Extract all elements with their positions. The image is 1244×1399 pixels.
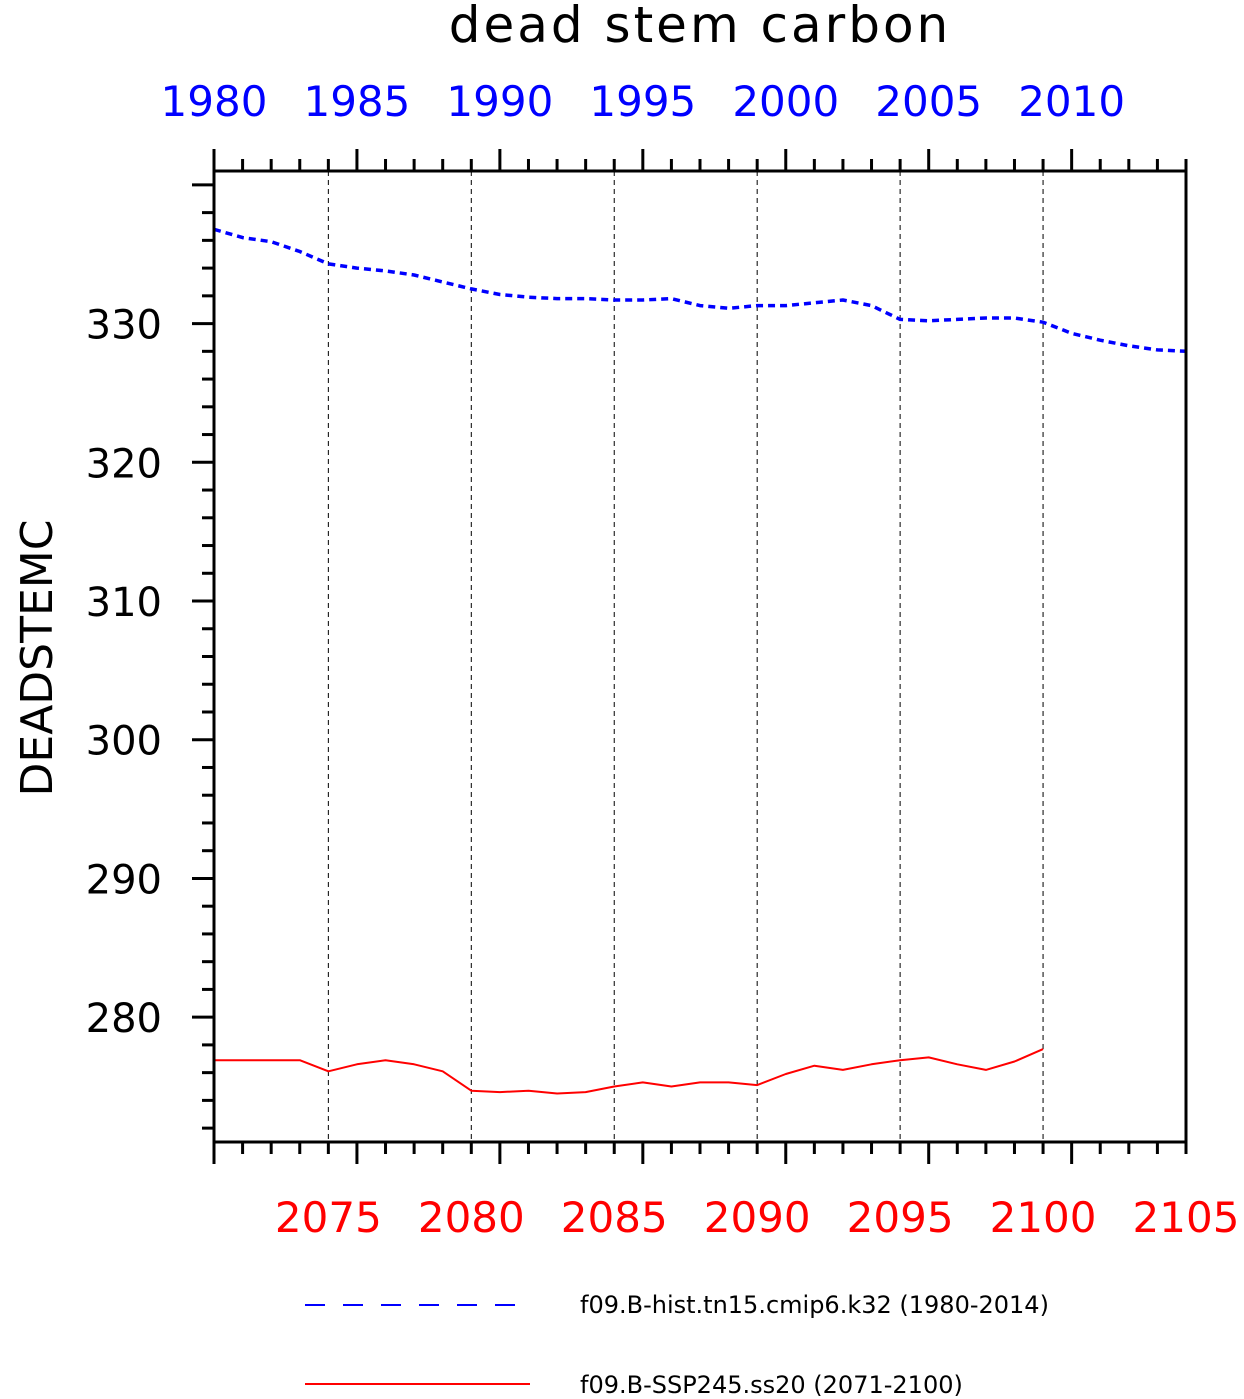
y-tick-label: 300 [86,719,162,765]
x-top-tick-label: 2005 [875,77,982,126]
y-axis-label: DEADSTEMC [12,520,63,797]
x-bottom-tick-label: 2095 [847,1193,954,1242]
x-bottom-tick-label: 2075 [275,1193,382,1242]
legend: f09.B-hist.tn15.cmip6.k32 (1980-2014) f0… [305,1291,1049,1399]
legend-label-hist: f09.B-hist.tn15.cmip6.k32 (1980-2014) [580,1291,1049,1319]
x-top-tick-label: 1985 [303,77,410,126]
y-tick-label: 330 [86,303,162,349]
x-bottom-tick-label: 2090 [704,1193,811,1242]
series-line-hist [213,227,1187,354]
x-top-tick-label: 1980 [161,77,268,126]
series-line-ssp [214,1048,1044,1095]
x-top-tick-label: 1990 [446,77,553,126]
legend-label-ssp: f09.B-SSP245.ss20 (2071-2100) [580,1371,963,1399]
x-bottom-tick-label: 2085 [561,1193,668,1242]
y-tick-label: 310 [86,580,162,626]
x-bottom-tick-label: 2105 [1133,1193,1240,1242]
y-tick-label: 290 [86,857,162,903]
x-top-tick-label: 2000 [732,77,839,126]
x-top-tick-label: 1995 [589,77,696,126]
x-bottom-tick-label: 2080 [418,1193,525,1242]
x-top-tick-label: 2010 [1018,77,1125,126]
x-bottom-tick-label: 2100 [990,1193,1097,1242]
plot-frame [212,169,1188,1144]
chart-title: dead stem carbon [449,0,952,54]
y-tick-label: 280 [86,996,162,1042]
y-tick-label: 320 [86,441,162,487]
